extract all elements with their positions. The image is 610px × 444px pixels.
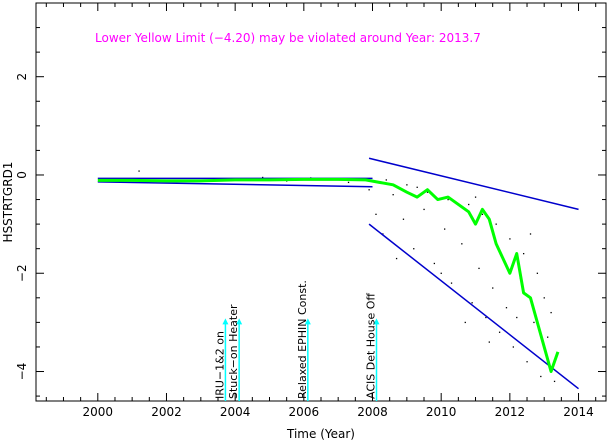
- scatter-point: [423, 208, 425, 211]
- x-tick-label: 2010: [426, 405, 457, 419]
- event-label: ACIS Det House Off: [365, 293, 378, 399]
- scatter-point: [526, 361, 528, 363]
- y-tick-label: 2: [15, 73, 29, 81]
- trend-series: [97, 177, 560, 374]
- scatter-point: [529, 233, 532, 235]
- scatter-point: [498, 331, 501, 333]
- scatter-point: [138, 170, 140, 172]
- x-axis-title: Time (Year): [286, 427, 355, 441]
- scatter-points: [138, 170, 556, 383]
- scatter-point: [547, 336, 549, 338]
- y-tick-label: −2: [15, 264, 29, 282]
- x-tick-label: 2006: [289, 405, 320, 419]
- envelope-line: [368, 223, 579, 390]
- envelope-lines: [97, 157, 579, 390]
- scatter-point: [426, 191, 429, 193]
- scatter-point: [368, 189, 370, 191]
- event-label: Stuck−on Heater: [227, 304, 240, 399]
- scatter-point: [488, 341, 490, 343]
- scatter-point: [375, 213, 377, 215]
- x-tick-label: 2002: [151, 405, 182, 419]
- scatter-point: [444, 228, 446, 230]
- scatter-point: [512, 346, 514, 348]
- scatter-point: [450, 282, 453, 284]
- x-tick-label: 2000: [83, 405, 114, 419]
- y-axis: −4 −2 0 2: [15, 2, 606, 397]
- scatter-point: [478, 267, 480, 270]
- scatter-point: [406, 184, 408, 186]
- envelope-line: [368, 157, 579, 211]
- scatter-point: [385, 179, 387, 181]
- scatter-point: [543, 297, 545, 299]
- scatter-point: [509, 238, 511, 240]
- scatter-point: [536, 272, 539, 274]
- trend-line: [97, 177, 560, 374]
- scatter-point: [416, 186, 418, 188]
- scatter-point: [492, 287, 494, 289]
- scatter-point: [382, 233, 384, 235]
- scatter-point: [553, 380, 556, 383]
- annotation: Lower Yellow Limit (−4.20) may be violat…: [95, 31, 481, 45]
- scatter-point: [481, 213, 484, 215]
- x-axis: 2000 2002 2004 2006 2008 2010 2012 2014: [45, 3, 597, 419]
- event-arrow: [222, 318, 229, 325]
- x-tick-label: 2004: [220, 405, 251, 419]
- scatter-point: [413, 248, 415, 250]
- scatter-point: [347, 181, 350, 184]
- x-tick-label: 2008: [357, 405, 388, 419]
- event-arrow: [304, 318, 311, 325]
- scatter-point: [505, 307, 508, 309]
- event-arrow: [373, 318, 380, 325]
- envelope-line: [97, 181, 373, 188]
- y-tick-label: 0: [15, 171, 29, 179]
- scatter-point: [395, 257, 398, 260]
- scatter-point: [485, 316, 487, 319]
- scatter-point: [464, 321, 466, 324]
- scatter-point: [433, 262, 436, 265]
- scatter-point: [516, 316, 518, 319]
- scatter-point: [461, 243, 463, 245]
- event-label: IRU−1&2 on: [213, 331, 226, 399]
- scatter-point: [550, 311, 552, 314]
- event-arrow: [236, 318, 243, 325]
- y-axis-title: HSSTRTGRD1: [1, 162, 15, 243]
- plot-frame: [35, 2, 607, 402]
- scatter-point: [392, 194, 394, 196]
- scatter-point: [440, 272, 442, 274]
- x-tick-label: 2012: [495, 405, 526, 419]
- scatter-point: [474, 196, 477, 198]
- scatter-point: [447, 198, 449, 201]
- scatter-point: [522, 252, 525, 255]
- scatter-point: [402, 218, 405, 220]
- scatter-point: [262, 176, 264, 179]
- scatter-point: [540, 375, 542, 378]
- scatter-point: [471, 302, 473, 304]
- event-markers: IRU−1&2 on Stuck−on Heater Relaxed EPHIN C…: [213, 280, 380, 401]
- scatter-point: [533, 321, 535, 324]
- scatter-point: [468, 203, 470, 206]
- scatter-point: [495, 223, 497, 225]
- event-label: Relaxed EPHIN Const.: [296, 280, 309, 399]
- y-tick-label: −4: [15, 363, 29, 381]
- x-tick-label: 2014: [563, 405, 594, 419]
